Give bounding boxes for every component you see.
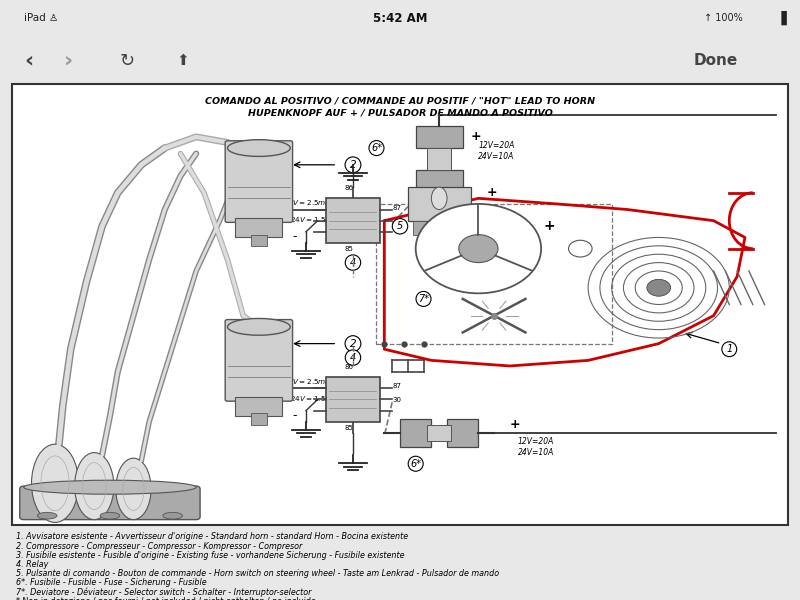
Text: 86: 86 [345, 364, 354, 370]
Bar [427, 425, 451, 442]
Bar [251, 413, 266, 425]
Text: -: - [292, 409, 297, 422]
Text: 5:42 AM: 5:42 AM [373, 11, 427, 25]
Text: -: - [292, 230, 297, 243]
Text: 12V=20A
24V=10A: 12V=20A 24V=10A [518, 437, 554, 457]
Text: 6*: 6* [410, 459, 422, 469]
Bar [251, 235, 266, 246]
FancyBboxPatch shape [20, 486, 200, 520]
Text: iPad ♙: iPad ♙ [24, 13, 58, 23]
Bar [377, 204, 612, 344]
Text: ›: › [64, 50, 74, 71]
Bar [408, 187, 470, 221]
Ellipse shape [74, 452, 114, 520]
Text: 7*: 7* [418, 294, 429, 304]
Ellipse shape [31, 444, 78, 523]
Text: 6*. Fusibile - Fusible - Fuse - Sicherung - Fusible: 6*. Fusibile - Fusible - Fuse - Sicherun… [16, 578, 206, 587]
Bar [416, 170, 462, 193]
Ellipse shape [116, 458, 151, 520]
Bar [326, 377, 381, 422]
Text: 5. Pulsante di comando - Bouton de commande - Horn switch on steering wheel - Ta: 5. Pulsante di comando - Bouton de comma… [16, 569, 499, 578]
Text: 87: 87 [392, 205, 401, 211]
Text: * Non in dotazione / pas fourni / not included / nicht enthalten / no incluido: * Non in dotazione / pas fourni / not in… [16, 597, 316, 600]
Bar [447, 419, 478, 447]
Ellipse shape [227, 140, 290, 157]
Ellipse shape [163, 512, 182, 519]
Text: 85: 85 [345, 247, 354, 253]
Text: ↻: ↻ [120, 52, 135, 70]
Text: + $12V=2.5mm^2$: + $12V=2.5mm^2$ [274, 377, 336, 388]
Text: 3. Fusibile esistente - Fusible d'origine - Existing fuse - vorhandene Sicherung: 3. Fusibile esistente - Fusible d'origin… [16, 551, 404, 560]
Text: 2: 2 [350, 160, 356, 170]
Text: HUPENKNOPF AUF + / PULSADOR DE MANDO A POSITIVO: HUPENKNOPF AUF + / PULSADOR DE MANDO A P… [247, 109, 553, 118]
Text: 4. Relay: 4. Relay [16, 560, 48, 569]
Bar [433, 221, 446, 235]
Text: $24V=1.5mm^2$: $24V=1.5mm^2$ [290, 394, 343, 405]
Bar [326, 199, 381, 243]
Text: 5: 5 [397, 221, 403, 231]
Ellipse shape [431, 187, 447, 209]
Text: 86: 86 [345, 185, 354, 191]
Text: 12V=20A
24V=10A: 12V=20A 24V=10A [478, 141, 514, 161]
Bar [235, 218, 282, 238]
Text: 87: 87 [392, 383, 401, 389]
Text: ‹: ‹ [24, 50, 34, 71]
Text: 1. Avvisatore esistente - Avvertisseur d'origine - Standard horn - standard Horn: 1. Avvisatore esistente - Avvertisseur d… [16, 532, 408, 541]
Text: 7*. Deviatore - Déviateur - Selector switch - Schalter - Interruptor-selector: 7*. Deviatore - Déviateur - Selector swi… [16, 587, 311, 597]
Circle shape [416, 204, 541, 293]
Text: 30: 30 [392, 218, 401, 224]
Text: $24V=1.5mm^2$: $24V=1.5mm^2$ [290, 215, 343, 226]
Text: 2: 2 [350, 338, 356, 349]
Bar [427, 148, 451, 170]
Text: COMANDO AL POSITIVO / COMMANDE AU POSITIF / "HOT" LEAD TO HORN: COMANDO AL POSITIVO / COMMANDE AU POSITI… [205, 96, 595, 105]
Text: 85: 85 [345, 425, 354, 431]
Bar [235, 397, 282, 416]
Text: 1: 1 [726, 344, 733, 354]
Text: + $12V=2.5mm^2$: + $12V=2.5mm^2$ [274, 198, 336, 209]
Text: ↑ 100%: ↑ 100% [704, 13, 742, 23]
Ellipse shape [38, 512, 57, 519]
Circle shape [459, 235, 498, 263]
Text: ⬆: ⬆ [176, 53, 189, 68]
Ellipse shape [227, 319, 290, 335]
Ellipse shape [100, 512, 120, 519]
Ellipse shape [24, 480, 196, 494]
Text: +: + [510, 418, 520, 431]
Text: +: + [543, 219, 554, 233]
Bar [414, 221, 426, 235]
Text: 2. Compressore - Compresseur - Compressor - Kompressor - Compresor: 2. Compressore - Compresseur - Compresso… [16, 542, 302, 551]
Text: 30: 30 [392, 397, 401, 403]
Text: +: + [470, 130, 481, 143]
Text: 4: 4 [350, 353, 356, 362]
Text: 6*: 6* [371, 143, 382, 153]
FancyBboxPatch shape [225, 320, 293, 401]
Bar [416, 125, 462, 148]
Circle shape [647, 280, 670, 296]
Text: Done: Done [694, 53, 738, 68]
Bar [453, 221, 465, 235]
Bar [400, 419, 431, 447]
Text: 4: 4 [350, 257, 356, 268]
Text: ▐: ▐ [776, 11, 786, 25]
FancyBboxPatch shape [225, 141, 293, 223]
Text: +: + [486, 186, 497, 199]
